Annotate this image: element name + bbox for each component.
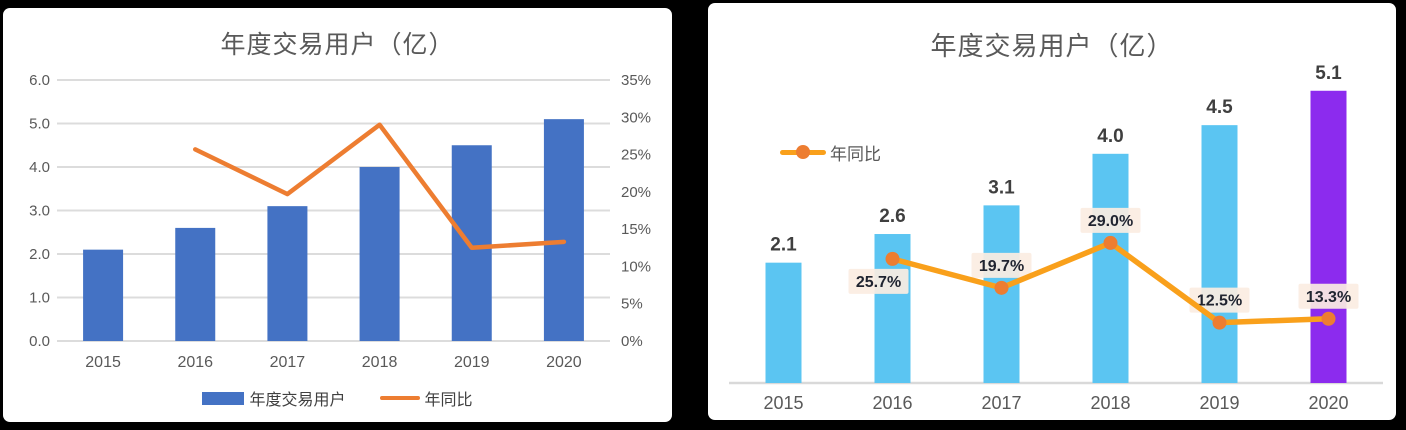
right-axis-tick: 15% [621,221,651,238]
x-axis-label: 2020 [1308,393,1348,413]
right-axis-tick: 10% [621,258,651,275]
line-marker-icon [796,145,810,159]
x-axis-label: 2018 [1090,393,1130,413]
left-axis-tick: 0.0 [29,333,50,350]
line-value-label: 29.0% [1088,213,1133,230]
right-axis-tick: 5% [621,296,643,313]
left-axis-tick: 2.0 [29,246,50,263]
bar-value-label: 3.1 [988,177,1015,198]
left-chart-legend: 年度交易用户 年同比 [3,386,672,410]
bar-value-label: 2.1 [770,235,797,256]
bar-value-label: 2.6 [879,206,905,227]
legend-label-line: 年同比 [424,392,473,409]
right-chart-title: 年度交易用户（亿） [930,31,1174,61]
bar-value-label: 4.5 [1206,97,1233,118]
x-axis-label: 2018 [362,354,398,371]
left-axis-tick: 5.0 [29,116,50,133]
line-value-label: 13.3% [1306,289,1351,306]
bar-2019 [1201,125,1238,384]
line-series-swatch [780,145,826,159]
bar-2018 [1092,153,1129,383]
bar-2020 [543,119,584,342]
line-value-label-bg [1298,283,1359,309]
left-axis-tick: 6.0 [29,72,50,89]
bar-2018 [359,167,400,341]
bar-series-swatch [202,391,245,405]
legend-label-line: 年同比 [830,145,881,164]
left-chart-title: 年度交易用户（亿） [220,31,455,59]
legend-item-bars: 年度交易用户 [202,386,346,410]
x-axis-label: 2016 [177,354,213,371]
bar-2016 [175,227,216,341]
yoy-line [193,122,567,251]
line-point-2018 [1103,235,1118,250]
bar-2015 [765,262,802,383]
line-point-2016 [885,251,900,266]
bar-value-label: 4.0 [1097,126,1123,147]
left-chart-panel: 6.0 5.0 4.0 3.0 2.0 1.0 0.0 35% 30% 25% 20% 15% 10% 5… [3,8,672,422]
right-axis-tick: 20% [621,184,651,201]
left-chart-plot: 6.0 5.0 4.0 3.0 2.0 1.0 0.0 35% 30% 25% 20% 15% 10% 5… [29,72,651,371]
line-value-label-bg [848,268,909,294]
x-axis-label: 2019 [454,354,490,371]
bar-2020 [1310,90,1347,384]
bar-2017 [267,206,308,341]
bar-2019 [451,145,492,341]
bar-2015 [83,249,124,341]
right-axis-tick: 0% [621,333,643,350]
x-axis-label: 2016 [872,393,912,413]
line-value-label-bg [1080,207,1141,233]
line-value-label: 25.7% [856,274,901,291]
x-axis-label: 2017 [270,354,306,371]
right-chart-legend: 年同比 [780,140,881,165]
left-axis-tick: 1.0 [29,290,50,307]
line-value-label-bg [971,252,1032,278]
x-axis-label: 2020 [546,354,582,371]
right-chart-plot: 2015 2016 2017 2018 2019 2020 2.1 2.6 3.1 4.0 4.5 5… [729,63,1383,413]
line-point-2020 [1321,311,1336,326]
line-series-swatch [379,396,420,400]
right-chart-panel: 2015 2016 2017 2018 2019 2020 2.1 2.6 3.1 4.0 4.5 5… [708,3,1396,420]
x-axis-label: 2017 [981,393,1021,413]
line-value-label-bg [1189,287,1250,313]
right-axis-tick: 30% [621,109,651,126]
bar-value-label: 5.1 [1315,63,1342,84]
right-axis-tick: 35% [621,72,651,89]
line-point-2019 [1212,315,1227,330]
line-value-label: 19.7% [979,258,1024,275]
right-axis-tick: 25% [621,147,651,164]
line-point-2017 [994,280,1009,295]
x-axis-label: 2015 [85,354,121,371]
x-axis-label: 2015 [763,393,803,413]
legend-item-line: 年同比 [379,386,473,410]
legend-label-bars: 年度交易用户 [249,392,346,409]
x-axis-label: 2019 [1199,393,1239,413]
left-axis-tick: 3.0 [29,203,50,220]
left-axis-tick: 4.0 [29,159,50,176]
line-value-label: 12.5% [1197,293,1242,310]
